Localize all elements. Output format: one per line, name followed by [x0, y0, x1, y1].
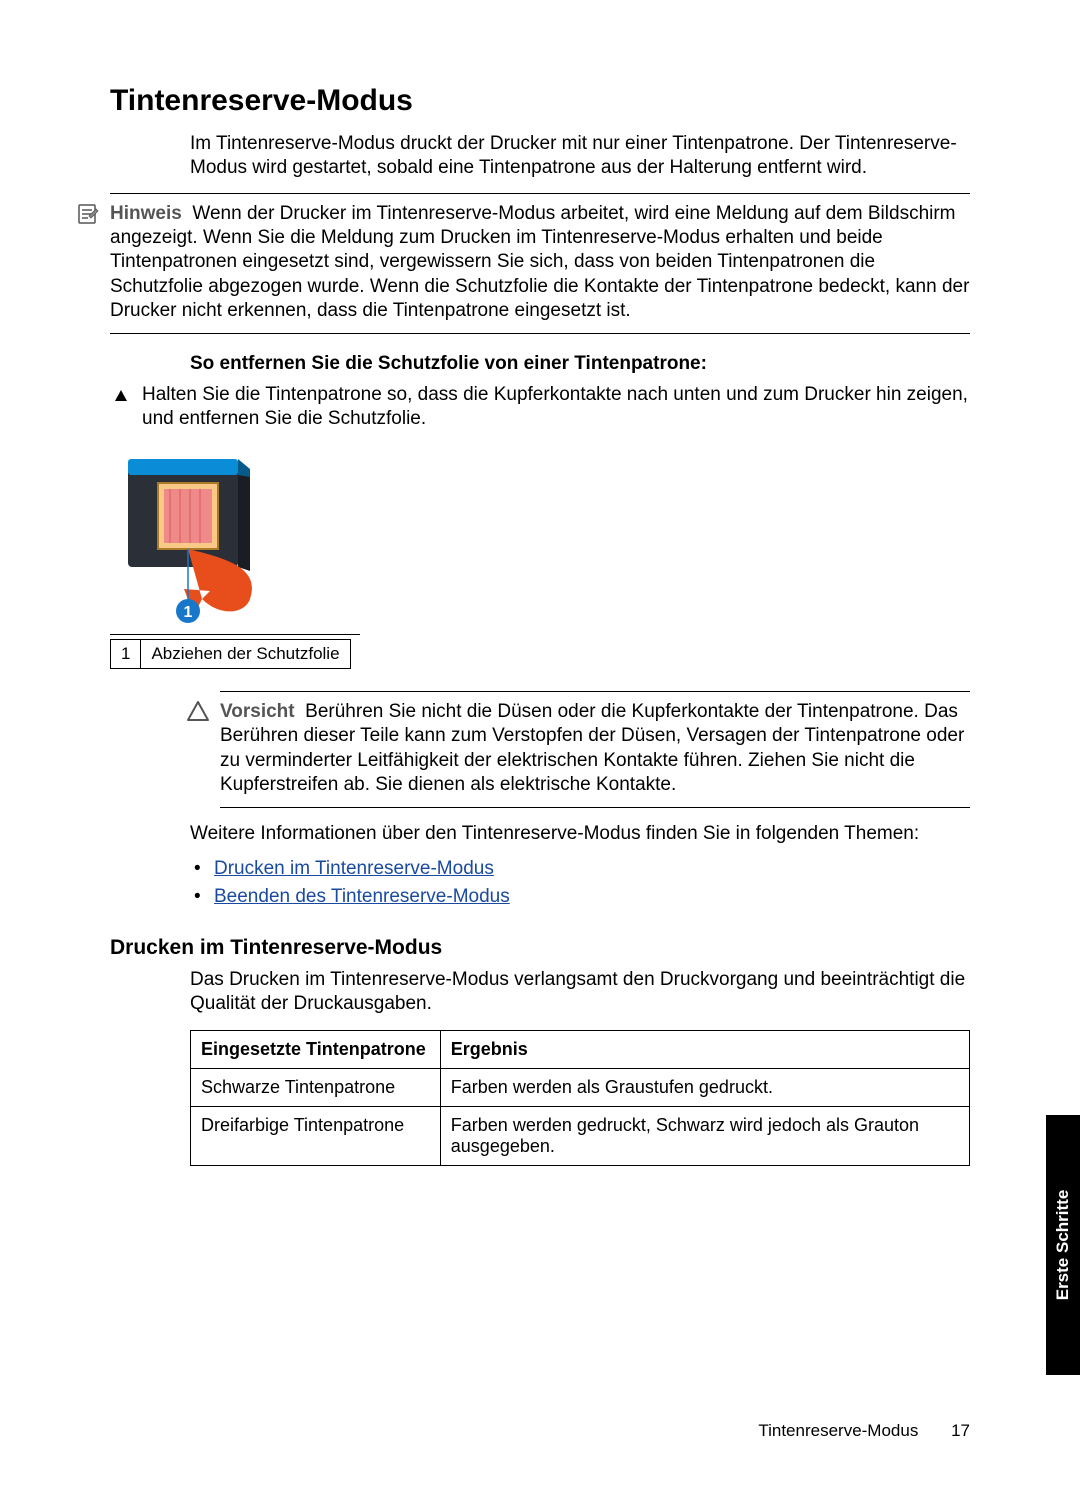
legend-num: 1: [111, 640, 141, 669]
table-row: Schwarze Tintenpatrone Farben werden als…: [191, 1069, 970, 1107]
side-tab-label: Erste Schritte: [1053, 1190, 1073, 1301]
caution-label: Vorsicht: [220, 701, 295, 722]
footer-page-number: 17: [951, 1421, 970, 1440]
link-print-reserve[interactable]: Drucken im Tintenreserve-Modus: [214, 858, 494, 879]
th-cartridge: Eingesetzte Tintenpatrone: [191, 1031, 441, 1069]
th-result: Ergebnis: [440, 1031, 969, 1069]
list-item: Drucken im Tintenreserve-Modus: [190, 855, 970, 884]
page: Tintenreserve-Modus Im Tintenreserve-Mod…: [0, 0, 1080, 1495]
figure-legend: 1 Abziehen der Schutzfolie: [110, 634, 360, 669]
td-result: Farben werden als Graustufen gedruckt.: [440, 1069, 969, 1107]
more-info-text: Weitere Informationen über den Tintenres…: [190, 822, 970, 846]
links-list: Drucken im Tintenreserve-Modus Beenden d…: [190, 855, 970, 912]
caution-body: Berühren Sie nicht die Düsen oder die Ku…: [220, 701, 964, 795]
remove-tape-heading: So entfernen Sie die Schutzfolie von ein…: [190, 352, 970, 376]
caution-icon: [186, 700, 210, 727]
note-text: Hinweis Wenn der Drucker im Tintenreserv…: [110, 202, 970, 324]
callout-number: 1: [184, 604, 193, 621]
footer-title: Tintenreserve-Modus: [758, 1421, 918, 1440]
step-item: Halten Sie die Tintenpatrone so, dass di…: [114, 383, 970, 432]
note-body: Wenn der Drucker im Tintenreserve-Modus …: [110, 203, 969, 321]
td-cartridge: Dreifarbige Tintenpatrone: [191, 1107, 441, 1166]
intro-paragraph: Im Tintenreserve-Modus druckt der Drucke…: [190, 132, 970, 181]
triangle-bullet-icon: [114, 386, 128, 410]
section-heading: Drucken im Tintenreserve-Modus: [110, 936, 970, 960]
result-table: Eingesetzte Tintenpatrone Ergebnis Schwa…: [190, 1030, 970, 1166]
legend-table: 1 Abziehen der Schutzfolie: [110, 639, 351, 669]
cartridge-illustration: 1: [110, 449, 300, 629]
table-header-row: Eingesetzte Tintenpatrone Ergebnis: [191, 1031, 970, 1069]
step-list: Halten Sie die Tintenpatrone so, dass di…: [114, 383, 970, 432]
cartridge-figure: 1 1 Abziehen der Schutzfolie: [110, 449, 970, 669]
list-item: Beenden des Tintenreserve-Modus: [190, 883, 970, 912]
td-result: Farben werden gedruckt, Schwarz wird jed…: [440, 1107, 969, 1166]
caution-box: Vorsicht Berühren Sie nicht die Düsen od…: [220, 691, 970, 808]
content-column: Tintenreserve-Modus Im Tintenreserve-Mod…: [110, 84, 970, 1166]
page-footer: Tintenreserve-Modus 17: [758, 1421, 970, 1441]
page-title: Tintenreserve-Modus: [110, 84, 970, 118]
legend-text: Abziehen der Schutzfolie: [141, 640, 350, 669]
table-row: Dreifarbige Tintenpatrone Farben werden …: [191, 1107, 970, 1166]
note-label: Hinweis: [110, 203, 182, 224]
caution-text: Vorsicht Berühren Sie nicht die Düsen od…: [220, 700, 970, 797]
section2-paragraph: Das Drucken im Tintenreserve-Modus verla…: [190, 968, 970, 1017]
note-box: Hinweis Wenn der Drucker im Tintenreserv…: [110, 193, 970, 335]
link-exit-reserve[interactable]: Beenden des Tintenreserve-Modus: [214, 886, 510, 907]
td-cartridge: Schwarze Tintenpatrone: [191, 1069, 441, 1107]
step-text: Halten Sie die Tintenpatrone so, dass di…: [142, 384, 968, 429]
side-tab: Erste Schritte: [1046, 1115, 1080, 1375]
note-icon: [76, 202, 100, 231]
